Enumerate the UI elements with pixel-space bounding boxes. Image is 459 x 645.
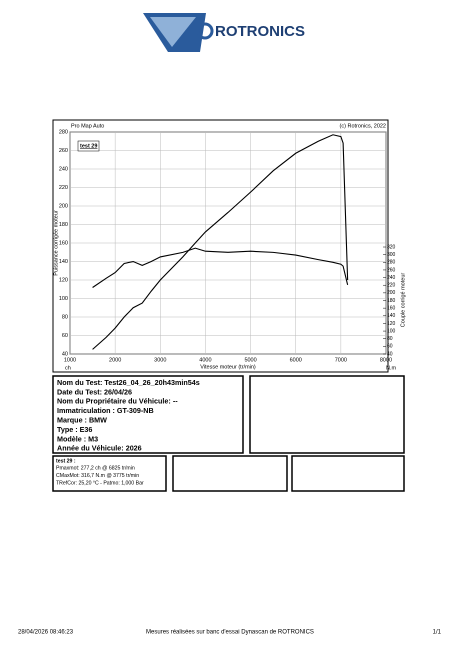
x-tick-label: 5000 [244,357,256,363]
legend-box [77,140,100,152]
result-line: TRefCor: 25,20 °C - Patmo: 1,000 Bar [56,480,144,486]
legend-label: test 29 [80,143,97,149]
x-axis-label: Vitesse moteur (tr/min) [200,364,256,370]
y2-tick-label: 120 [387,321,396,327]
result-line: CMaxMot: 316,7 N.m @ 3775 tr/min [56,473,139,479]
chart-title: Pro Map Auto [71,123,104,129]
brand: ROTRONICS [215,23,305,40]
y2-tick-label: 80 [387,336,393,342]
y2-tick-label: 300 [387,252,396,258]
x-tick-label: 2000 [109,357,121,363]
info-line: Modèle : M3 [57,434,98,443]
y2-tick-label: 240 [387,275,396,281]
y-unit: ch [65,365,71,371]
results: test 29 : Pmaxmot: 277,2 ch @ 6825 tr/min… [56,458,144,486]
y2-unit: N.m [386,365,397,371]
y-tick-label: 260 [59,148,68,154]
series-line [92,247,349,288]
y2-tick-label: 320 [387,244,396,250]
result-line: Pmaxmot: 277,2 ch @ 6825 tr/min [56,466,135,472]
y-tick-label: 140 [59,259,68,265]
y-axis-label: Puissance corrigée moteur [53,210,59,276]
y-tick-label: 160 [59,240,68,246]
y2-tick-label: 140 [387,313,396,319]
y2-tick-label: 100 [387,328,396,334]
y-tick-label: 200 [59,203,68,209]
x-tick-label: 8000 [380,357,392,363]
y2-tick-label: 160 [387,305,396,311]
y-tick-label: 280 [59,129,68,135]
footer-left: 28/04/2026 08:46:23 [18,630,74,636]
y-tick-label: 100 [59,296,68,302]
y2-tick-label: 260 [387,267,396,273]
x-tick-label: 7000 [335,357,347,363]
info-box [52,375,244,454]
footer-right: 1/1 [433,630,442,636]
x-tick-label: 6000 [290,357,302,363]
y2-tick-label: 60 [387,344,393,350]
copyright: (c) Rotronics, 2022 [340,123,386,129]
y2-tick-label: 180 [387,298,396,304]
logo-shape [150,17,196,47]
logo-ring [196,22,214,40]
results-box [52,455,167,492]
info-line: Date du Test: 26/04/26 [57,387,132,396]
info-line: Type : E36 [57,425,92,434]
x-tick-label: 3000 [154,357,166,363]
y-tick-label: 60 [62,333,68,339]
x-tick-label: 1000 [64,357,76,363]
info-line: Année du Véhicule: 2026 [57,444,142,453]
y-tick-label: 80 [62,314,68,320]
info-line: Nom du Propriétaire du Véhicule: -- [57,397,178,406]
y-tick-label: 120 [59,277,68,283]
info-line: Nom du Test: Test26_04_26_20h43min54s [57,378,200,387]
box [249,375,405,454]
info-line: Immatriculation : GT-309-NB [57,406,154,415]
y2-tick-label: 200 [387,290,396,296]
x-tick-label: 4000 [199,357,211,363]
plot: 1000 2000 3000 4000 5000 6000 7000 800040608010… [59,129,396,363]
info: Nom du Test: Test26_04_26_20h43min54sDat… [57,378,200,453]
y2-axis-label: Couple corrigé moteur [400,273,406,328]
y2-tick-label: 220 [387,283,396,289]
y-tick-label: 40 [62,351,68,357]
y2-tick-label: 280 [387,260,396,266]
box [291,455,405,492]
y2-tick-label: 40 [387,351,393,357]
series-line [92,134,349,350]
box [172,455,288,492]
y-tick-label: 240 [59,166,68,172]
result-line: test 29 : [56,458,76,464]
y-tick-label: 180 [59,222,68,228]
footer-center: Mesures réalisées sur banc d'essai Dynas… [146,630,314,636]
y-tick-label: 220 [59,185,68,191]
info-line: Marque : BMW [57,416,107,425]
